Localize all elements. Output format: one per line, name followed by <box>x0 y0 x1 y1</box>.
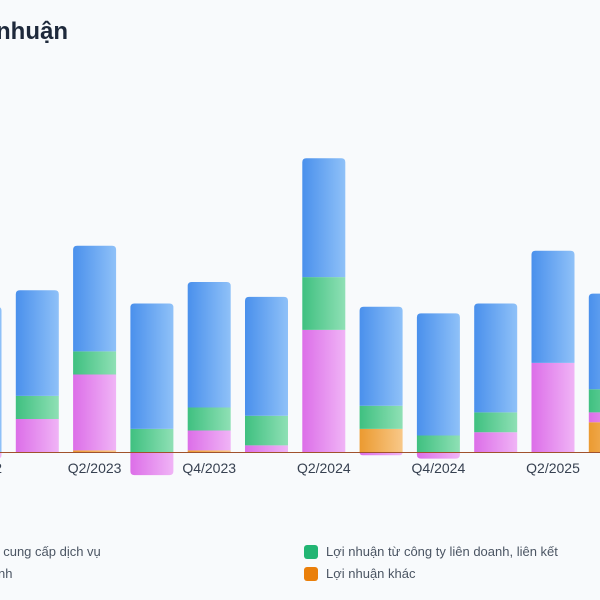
bar-segment-financial[interactable] <box>302 329 346 452</box>
chart-title: nhuận <box>0 18 68 45</box>
legend-swatch-orange <box>304 566 318 581</box>
bar-segment-gross-profit[interactable] <box>588 293 600 390</box>
bar-segment-financial[interactable] <box>531 362 575 452</box>
legend-item-other-profit[interactable]: Lợi nhuận khác <box>304 566 415 581</box>
bar-segment-gross-profit[interactable] <box>73 245 117 352</box>
bar-segment-financial[interactable] <box>588 412 600 423</box>
x-tick-label: Q2/2023 <box>68 460 122 476</box>
legend-label: Lợi nhuận khác <box>326 566 416 581</box>
bar-segment-gross-profit[interactable] <box>245 296 288 416</box>
bar-segment-financial-negative[interactable] <box>130 452 174 476</box>
legend-item-gross-profit[interactable]: , cung cấp dịch vụ <box>0 544 101 559</box>
bar-segment-other-profit[interactable] <box>359 428 403 452</box>
legend-swatch-green <box>304 544 318 559</box>
bar-segment-associates[interactable] <box>130 428 174 452</box>
bar-segment-gross-profit[interactable] <box>0 307 2 452</box>
legend-label: nh <box>0 566 13 581</box>
x-tick-label: Q4/2024 <box>412 460 466 476</box>
bar-segment-associates[interactable] <box>588 389 600 413</box>
bar-segment-financial-negative[interactable] <box>416 452 460 459</box>
bar-segment-associates[interactable] <box>15 395 59 419</box>
x-tick-label: Q2/2025 <box>526 460 580 476</box>
bar-segment-financial[interactable] <box>187 430 231 451</box>
legend-label: Lợi nhuận từ công ty liên doanh, liên kế… <box>326 544 558 559</box>
bar-segment-associates[interactable] <box>302 277 346 330</box>
bar-segment-financial[interactable] <box>15 419 59 452</box>
bar-segment-other-profit[interactable] <box>73 450 117 452</box>
legend-item-financial[interactable]: nh <box>0 566 12 581</box>
bar-segment-gross-profit[interactable] <box>187 282 231 408</box>
x-tick-label: 2 <box>0 460 2 476</box>
bar-segment-financial[interactable] <box>73 374 117 451</box>
bar-segment-gross-profit[interactable] <box>474 303 518 413</box>
bar-segment-associates[interactable] <box>187 407 231 431</box>
bar-segment-gross-profit[interactable] <box>302 158 346 278</box>
legend: , cung cấp dịch vụ Lợi nhuận từ công ty … <box>0 540 600 590</box>
x-tick-label: Q4/2023 <box>182 460 236 476</box>
bar-segment-gross-profit[interactable] <box>359 306 403 406</box>
bar-segment-gross-profit[interactable] <box>130 303 174 429</box>
bar-segment-gross-profit[interactable] <box>15 290 59 396</box>
bar-segment-other-profit[interactable] <box>588 422 600 452</box>
bar-segment-associates[interactable] <box>416 435 460 453</box>
bar-segment-associates[interactable] <box>245 415 288 446</box>
bar-segment-associates[interactable] <box>359 405 403 429</box>
bar-segment-financial[interactable] <box>474 432 518 452</box>
bar-segment-gross-profit[interactable] <box>416 313 460 436</box>
x-tick-label: Q2/2024 <box>297 460 351 476</box>
bar-segment-associates[interactable] <box>73 351 117 375</box>
bar-segment-financial-negative[interactable] <box>0 452 2 459</box>
bar-segment-gross-profit[interactable] <box>531 250 575 363</box>
legend-item-associates[interactable]: Lợi nhuận từ công ty liên doanh, liên kế… <box>304 544 558 559</box>
bar-segment-financial[interactable] <box>245 445 288 452</box>
bar-segment-other-profit[interactable] <box>187 450 231 452</box>
legend-label: , cung cấp dịch vụ <box>0 544 101 559</box>
bar-segment-associates[interactable] <box>474 412 518 433</box>
